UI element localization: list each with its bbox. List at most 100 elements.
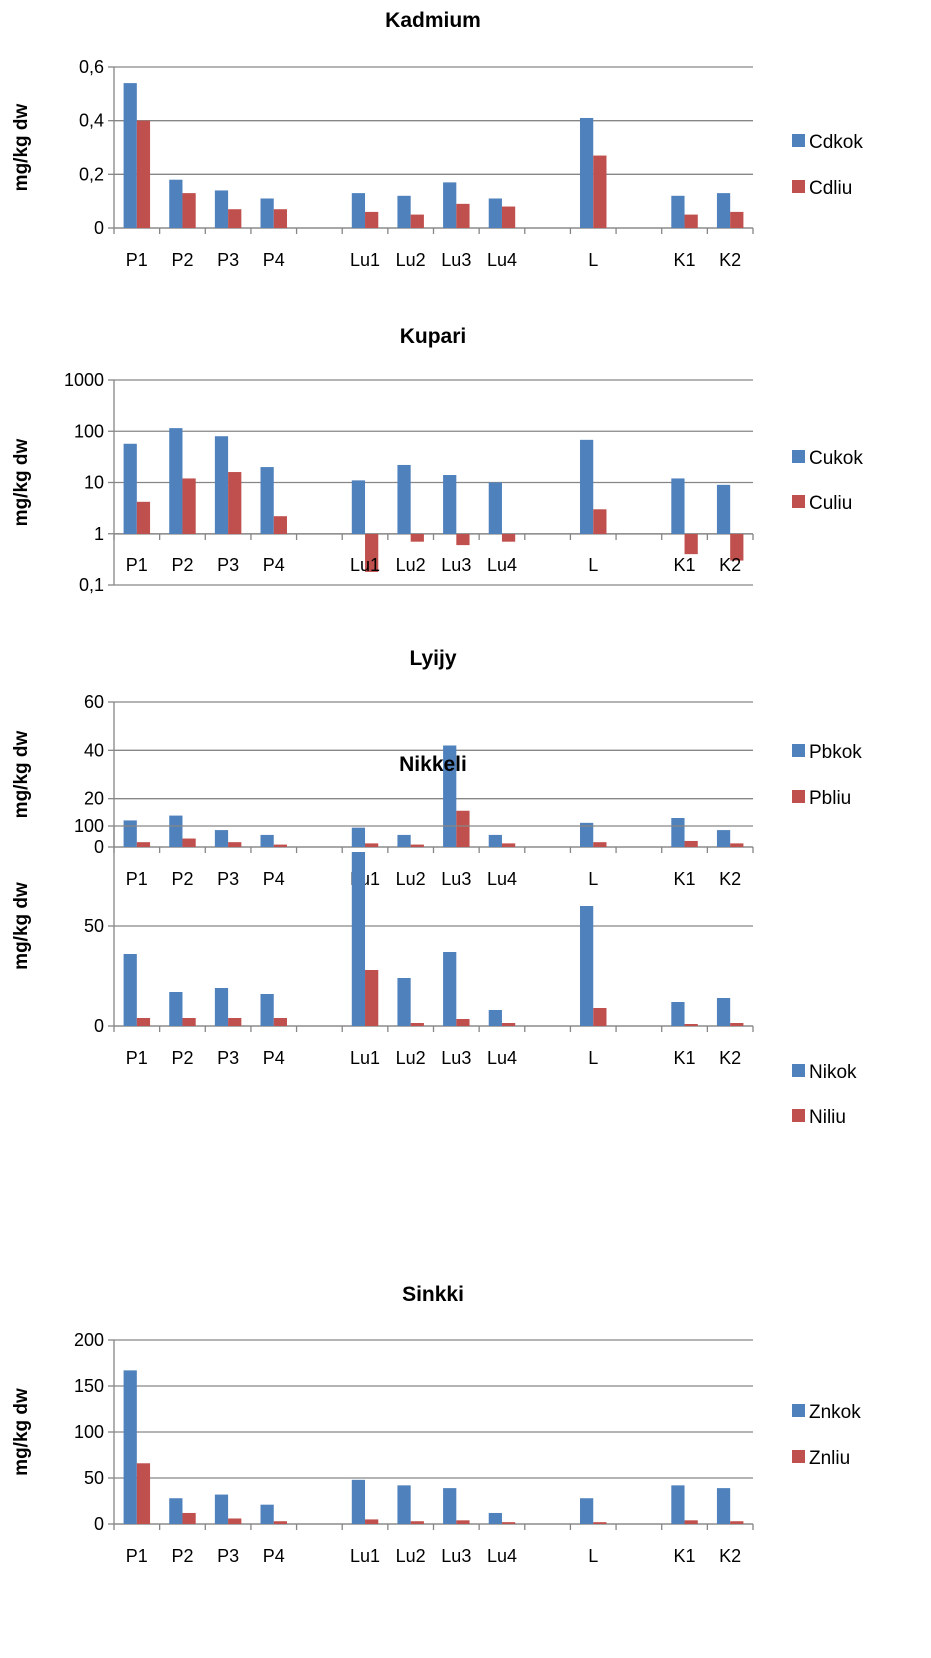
bar-znliu-lu1 (365, 1519, 379, 1524)
y-tick-label: 20 (84, 789, 104, 809)
x-tick-label: K1 (674, 555, 696, 575)
bar-nikok-p2 (169, 992, 183, 1026)
bar-culiu-p1 (136, 501, 151, 534)
bar-cukok-p1 (123, 443, 137, 534)
legend-swatch-znliu (792, 1450, 805, 1463)
bar-niliu-p4 (273, 1018, 287, 1026)
x-tick-label: P2 (171, 555, 193, 575)
y-tick-label: 0,6 (79, 57, 104, 77)
y-tick-label: 200 (74, 1330, 104, 1350)
bar-cukok-lu2 (397, 464, 411, 534)
bar-nikok-k2 (716, 998, 731, 1026)
bar-cdkok-lu1 (351, 193, 366, 228)
bar-pbkok-lu4 (488, 834, 502, 847)
x-tick-label: P2 (171, 250, 193, 270)
chart-kupari: Kupari mg/kg dw 0,1 1 10 100 1000 P1 P2 P3 P4 Lu1 Lu… (11, 325, 863, 595)
bar-znkok-p1 (123, 1370, 137, 1524)
x-tick-label: K1 (674, 250, 696, 270)
legend-swatch-cdliu (792, 180, 805, 193)
bar-pbliu-lu4 (501, 843, 516, 847)
x-tick-label: L (588, 869, 598, 889)
x-tick-label: P3 (217, 1048, 239, 1068)
bar-cdliu-l (593, 155, 607, 228)
bar-znkok-p3 (214, 1494, 229, 1524)
bar-niliu-lu2 (410, 1023, 424, 1026)
y-tick-label: 1 (94, 524, 104, 544)
x-tick-label: Lu4 (487, 869, 517, 889)
legend-swatch-cukok (792, 450, 805, 463)
bar-pbliu-p3 (228, 842, 242, 847)
bar-nikok-p3 (214, 988, 229, 1026)
legend-label-cdkok: Cdkok (809, 132, 863, 153)
x-tick-label: P3 (217, 1546, 239, 1566)
bar-cdkok-k1 (671, 195, 685, 228)
x-tick-label: P4 (263, 250, 285, 270)
bar-pbliu-lu3 (456, 810, 470, 847)
x-tick-label: Lu3 (441, 1048, 471, 1068)
x-tick-label: K1 (674, 869, 696, 889)
bar-znkok-lu4 (488, 1512, 502, 1524)
bar-cdkok-l (580, 117, 594, 228)
x-tick-label: P4 (263, 869, 285, 889)
bar-znliu-p3 (228, 1518, 242, 1524)
x-tick-label: Lu3 (441, 250, 471, 270)
bar-cdkok-p2 (169, 179, 183, 228)
x-tick-label: K2 (719, 555, 741, 575)
y-tick-label: 0 (94, 1514, 104, 1534)
x-tick-label: K2 (719, 1546, 741, 1566)
bar-pbkok-p3 (214, 830, 229, 847)
y-tick-label: 0,4 (79, 111, 104, 131)
x-tick-label: Lu2 (396, 250, 426, 270)
bar-znliu-k1 (684, 1520, 698, 1524)
bar-znkok-k2 (716, 1488, 731, 1524)
bar-cdliu-lu2 (410, 214, 424, 228)
bar-znkok-p2 (169, 1498, 183, 1524)
bar-culiu-lu4 (501, 534, 516, 542)
x-tick-label: L (588, 1048, 598, 1068)
chart-nikkeli: Nikkeli mg/kg dw 0 50 100 P1 P2 P3 P4 Lu1 Lu2 Lu3 Lu… (11, 753, 857, 1128)
legend-label-znkok: Znkok (809, 1402, 861, 1423)
bar-znkok-p4 (260, 1504, 274, 1524)
x-tick-label: P1 (126, 1546, 148, 1566)
bar-cdliu-k1 (684, 214, 698, 228)
bar-znliu-lu4 (501, 1522, 516, 1524)
bar-niliu-p1 (136, 1018, 151, 1026)
legend-label-nikok: Nikok (809, 1062, 857, 1083)
y-tick-label: 0 (94, 837, 104, 857)
legend-swatch-pbkok (792, 744, 805, 757)
bar-pbkok-lu2 (397, 834, 411, 847)
bar-cukok-p4 (260, 467, 274, 534)
x-tick-label: Lu2 (396, 1048, 426, 1068)
bar-pbliu-p4 (273, 844, 287, 847)
bar-niliu-p2 (182, 1018, 196, 1026)
y-tick-label: 0 (94, 1016, 104, 1036)
x-tick-label: K2 (719, 250, 741, 270)
bar-znkok-l (580, 1498, 594, 1524)
bar-cdkok-p4 (260, 198, 274, 228)
chart-title: Sinkki (402, 1283, 464, 1306)
bar-cdkok-lu4 (488, 198, 502, 228)
bar-pbliu-k1 (684, 840, 698, 847)
bar-pbkok-lu1 (351, 827, 366, 847)
x-tick-label: L (588, 250, 598, 270)
x-tick-label: K2 (719, 1048, 741, 1068)
y-tick-label: 150 (74, 1376, 104, 1396)
bar-niliu-k1 (684, 1024, 698, 1026)
bar-culiu-l (593, 509, 607, 534)
bar-cukok-lu4 (488, 482, 502, 534)
x-tick-label: K1 (674, 1546, 696, 1566)
legend-swatch-culiu (792, 495, 805, 508)
x-tick-label: Lu4 (487, 1546, 517, 1566)
x-tick-label: Lu3 (441, 555, 471, 575)
chart-title: Kadmium (385, 9, 481, 32)
bar-znkok-lu3 (443, 1488, 457, 1524)
bar-culiu-k1 (684, 534, 698, 555)
bar-pbliu-lu1 (365, 843, 379, 847)
bar-cukok-l (580, 439, 594, 534)
bar-nikok-lu3 (443, 952, 457, 1026)
legend-label-pbliu: Pbliu (809, 788, 851, 809)
bar-pbkok-k1 (671, 818, 685, 847)
y-axis-label: mg/kg dw (11, 103, 32, 191)
x-tick-label: P4 (263, 555, 285, 575)
